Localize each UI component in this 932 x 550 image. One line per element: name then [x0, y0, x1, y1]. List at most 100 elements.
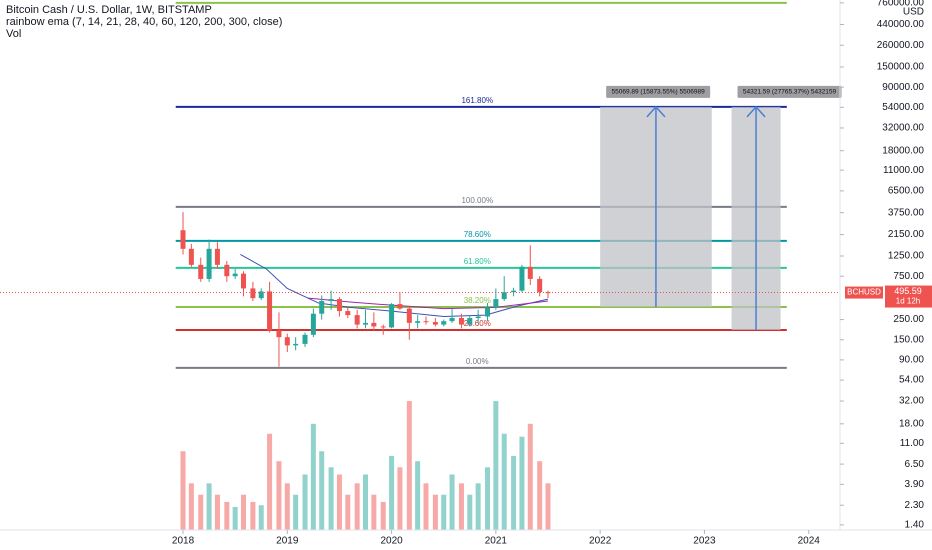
symbol-label: BCHUSD: [847, 288, 881, 297]
fib-label: 23.60%: [464, 319, 491, 328]
volume-bar: [214, 494, 220, 530]
volume-bar: [240, 494, 247, 530]
volume-bar: [458, 483, 464, 530]
volume-bar: [198, 494, 204, 530]
arrow-head: [746, 105, 766, 118]
volume-bar: [206, 483, 212, 530]
candle-body: [276, 330, 282, 338]
candle-body: [293, 343, 299, 346]
volume-bar: [224, 501, 230, 530]
candle-body: [224, 264, 230, 277]
x-tick-label: 2024: [798, 536, 821, 547]
candle-body: [354, 315, 360, 325]
fib-label: 100.00%: [461, 196, 493, 205]
volume-bar: [380, 501, 386, 530]
volume-bar: [423, 483, 429, 530]
candle-body: [397, 304, 403, 309]
volume-bar: [397, 467, 403, 530]
volume-bar: [267, 433, 273, 530]
candle-body: [302, 334, 308, 344]
volume-bar: [328, 467, 334, 530]
last-price-label: 495.59: [894, 286, 922, 296]
candle-body: [527, 266, 533, 279]
candle-body: [328, 299, 334, 302]
projection-label-box: [737, 85, 842, 98]
candle-body: [389, 304, 395, 328]
volume-bar: [188, 483, 194, 530]
volume-bar: [467, 494, 473, 530]
ema-line: [308, 297, 549, 310]
y-tick-label: 3750.00: [888, 207, 925, 218]
candle-body: [519, 266, 525, 291]
projection-label: 55069.89 (15873.55%) 5506989: [612, 89, 706, 96]
volume-bar: [258, 505, 264, 530]
fib-label: 61.80%: [464, 257, 491, 266]
candle-body: [458, 318, 464, 325]
candle-body: [501, 292, 507, 300]
candle-body: [214, 248, 220, 265]
volume-bar: [232, 506, 238, 530]
fib-label: 161.80%: [461, 96, 493, 105]
volume-bar: [415, 461, 421, 530]
candle-body: [206, 248, 212, 279]
volume-bar: [310, 423, 316, 530]
volume-bar: [475, 483, 481, 530]
y-tick-label: 2150.00: [888, 229, 925, 240]
candle-body: [336, 299, 342, 312]
volume-bar: [345, 494, 351, 530]
ema-line: [240, 254, 549, 318]
volume-bar: [449, 474, 455, 530]
x-tick-label: 2022: [589, 536, 612, 547]
currency-label: USD: [903, 7, 924, 18]
candle-body: [449, 318, 455, 322]
y2-tick-label: 3.90: [905, 479, 925, 490]
candle-body: [371, 322, 377, 327]
fib-label: 0.00%: [466, 357, 489, 366]
y-tick-label: 150.00: [893, 334, 924, 345]
y2-tick-label: 18.00: [899, 418, 924, 429]
volume-bar: [545, 483, 551, 530]
candle-body: [493, 299, 499, 308]
y-tick-label: 260000.00: [877, 40, 925, 51]
candle-body: [545, 292, 551, 294]
x-tick-label: 2018: [172, 536, 195, 547]
volume-bar: [406, 401, 412, 530]
candle-body: [345, 311, 351, 316]
y-tick-label: 54.00: [899, 375, 924, 386]
projection-label-box: [606, 85, 711, 98]
projection-label: 54321.59 (27765.37%) 5432159: [743, 89, 837, 96]
x-tick-label: 2021: [485, 536, 508, 547]
y-tick-label: 750.00: [893, 271, 924, 282]
y-tick-label: 250.00: [893, 314, 924, 325]
y2-tick-label: 32.00: [899, 396, 924, 407]
y2-tick-label: 1.40: [905, 520, 925, 531]
volume-bar: [389, 455, 395, 530]
arrow-head: [646, 105, 666, 118]
volume-bar: [354, 483, 360, 530]
y-tick-label: 6500.00: [888, 186, 925, 197]
volume-bar: [293, 494, 299, 530]
y-tick-label: 90.00: [899, 355, 924, 366]
candle-body: [415, 321, 421, 323]
y-tick-label: 11000.00: [883, 165, 924, 176]
candle-body: [240, 273, 247, 289]
plot-layer: 261.80% 161.80% 100.00% 78.60% 61.80% 38.20% 2…: [0, 0, 842, 530]
y-tick-label: 18000.00: [882, 145, 924, 156]
indicator-label: rainbow ema (7, 14, 21, 28, 40, 60, 120,…: [6, 16, 282, 28]
y-tick-label: 1250.00: [888, 251, 925, 262]
volume-bar: [250, 501, 256, 530]
volume-bar: [537, 461, 543, 530]
volume-bar: [441, 494, 447, 530]
x-tick-label: 2020: [380, 536, 403, 547]
volume-bar: [180, 451, 186, 530]
volume-bar: [432, 494, 438, 530]
volume-bar: [527, 423, 533, 530]
volume-bar: [501, 433, 507, 530]
y-tick-label: 54000.00: [882, 102, 924, 113]
symbol-box: [845, 286, 883, 299]
candle-body: [363, 322, 369, 325]
y2-tick-label: 2.30: [905, 500, 925, 511]
candle-body: [432, 322, 438, 325]
candle-body: [250, 288, 256, 299]
